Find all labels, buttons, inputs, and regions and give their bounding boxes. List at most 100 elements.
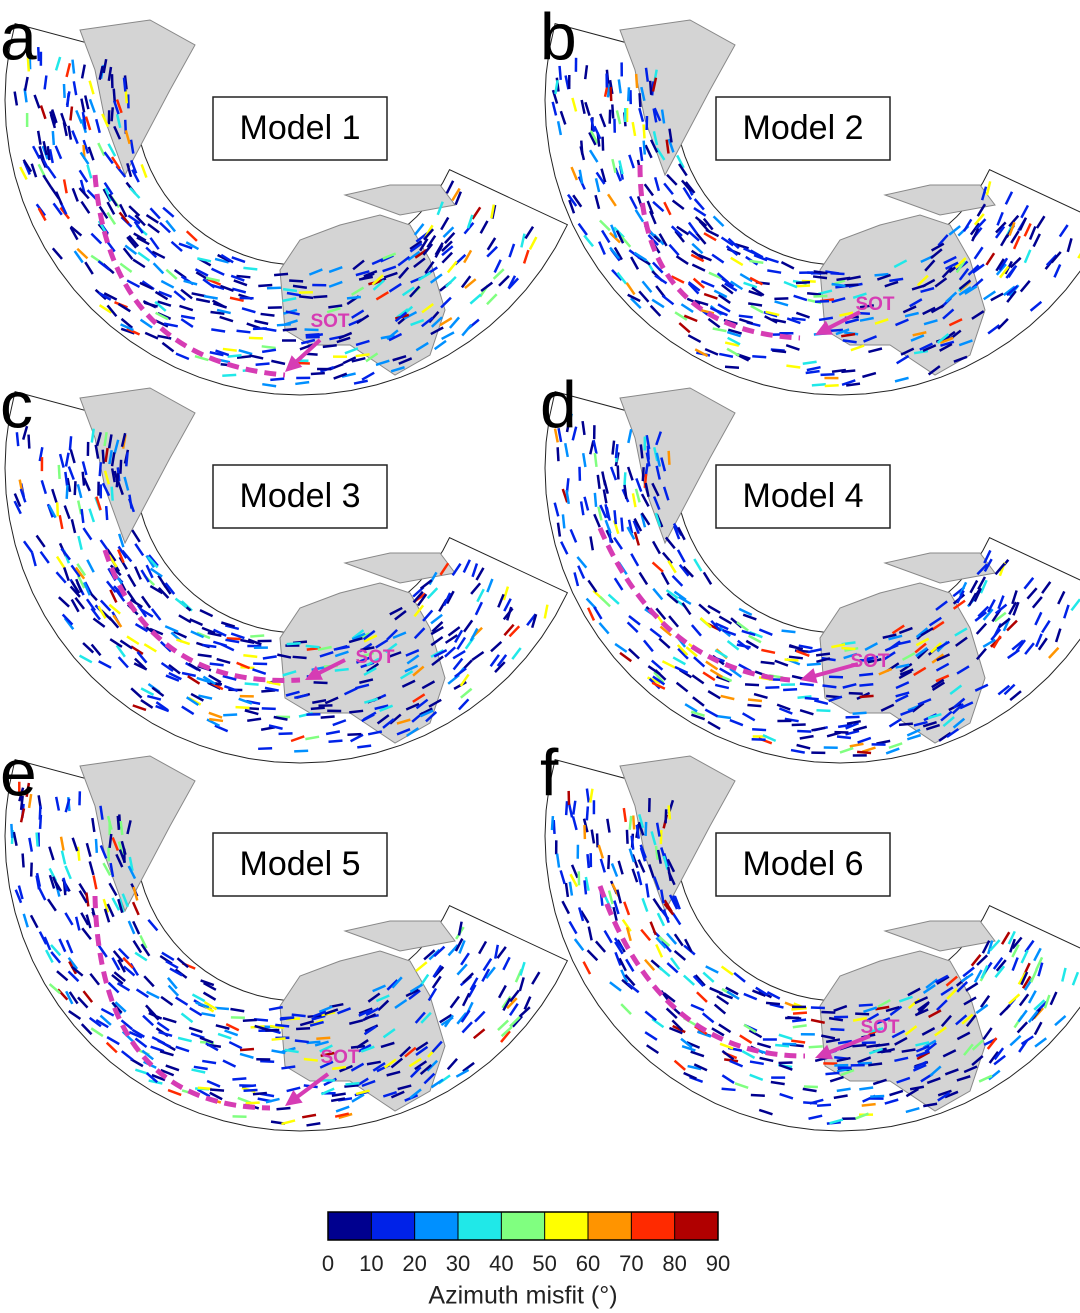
anisotropy-stick (407, 250, 421, 262)
anisotropy-stick (49, 111, 57, 126)
anisotropy-stick (206, 1079, 221, 1088)
anisotropy-stick (337, 1007, 352, 1015)
anisotropy-stick (424, 260, 435, 274)
anisotropy-stick (882, 633, 897, 639)
anisotropy-stick (671, 199, 685, 210)
anisotropy-stick (212, 640, 228, 648)
anisotropy-stick (235, 705, 250, 710)
anisotropy-stick (678, 595, 692, 606)
anisotropy-stick (19, 166, 28, 181)
anisotropy-stick (571, 97, 578, 112)
anisotropy-stick (1045, 254, 1058, 267)
anisotropy-stick (236, 355, 252, 359)
anisotropy-stick (559, 870, 566, 885)
anisotropy-stick (937, 1091, 951, 1102)
anisotropy-stick (48, 983, 62, 995)
anisotropy-stick (808, 1045, 823, 1049)
anisotropy-stick (456, 636, 467, 650)
anisotropy-stick (868, 347, 883, 354)
anisotropy-stick (50, 951, 62, 964)
anisotropy-stick (888, 742, 903, 749)
anisotropy-stick (725, 245, 739, 257)
anisotropy-stick (319, 651, 334, 658)
anisotropy-stick (461, 324, 473, 337)
anisotropy-stick (826, 731, 841, 738)
anisotropy-stick (134, 657, 146, 670)
anisotropy-stick (896, 640, 911, 646)
anisotropy-stick (588, 131, 597, 146)
anisotropy-stick (693, 206, 707, 217)
anisotropy-stick (260, 1059, 275, 1064)
anisotropy-stick (976, 563, 989, 576)
anisotropy-stick (647, 676, 661, 685)
anisotropy-stick (493, 944, 500, 959)
anisotropy-stick (83, 581, 91, 596)
anisotropy-stick (502, 956, 511, 971)
anisotropy-stick (672, 1024, 686, 1034)
anisotropy-stick (788, 655, 804, 660)
anisotropy-stick (220, 253, 234, 264)
anisotropy-stick (930, 641, 942, 654)
anisotropy-stick (147, 223, 160, 234)
anisotropy-stick (975, 1003, 989, 1015)
anisotropy-stick (805, 369, 820, 375)
anisotropy-stick (490, 640, 503, 653)
anisotropy-stick (726, 330, 742, 338)
anisotropy-stick (195, 297, 211, 304)
anisotropy-stick (631, 121, 637, 137)
anisotropy-stick (349, 709, 364, 714)
anisotropy-stick (57, 464, 61, 479)
anisotropy-stick (956, 1075, 971, 1082)
anisotropy-stick (469, 293, 482, 305)
anisotropy-stick (946, 987, 958, 1000)
anisotropy-stick (222, 373, 237, 378)
anisotropy-stick (751, 286, 765, 297)
anisotropy-stick (974, 611, 988, 622)
anisotropy-stick (645, 452, 651, 467)
anisotropy-stick (258, 746, 273, 751)
anisotropy-stick (520, 233, 526, 248)
anisotropy-stick (338, 331, 353, 340)
anisotropy-stick (571, 816, 578, 831)
anisotropy-stick (1034, 611, 1043, 626)
anisotropy-stick (481, 968, 491, 982)
anisotropy-stick (374, 704, 389, 711)
anisotropy-stick (707, 604, 721, 614)
anisotropy-stick (681, 1045, 696, 1052)
anisotropy-stick (76, 500, 83, 515)
anisotropy-stick (585, 806, 590, 821)
anisotropy-stick (335, 1105, 350, 1113)
anisotropy-stick (649, 139, 659, 153)
anisotropy-stick (331, 1092, 346, 1097)
anisotropy-stick (828, 695, 843, 703)
anisotropy-stick (841, 369, 856, 374)
anisotropy-stick (692, 277, 706, 289)
anisotropy-stick (640, 86, 646, 102)
anisotropy-stick (904, 311, 919, 318)
anisotropy-stick (422, 243, 434, 256)
anisotropy-stick (644, 67, 650, 82)
anisotropy-stick (664, 536, 676, 550)
anisotropy-stick (313, 294, 328, 299)
anisotropy-stick (346, 295, 362, 300)
anisotropy-stick (662, 855, 669, 870)
anisotropy-stick (394, 311, 408, 323)
anisotropy-stick (1027, 1010, 1039, 1023)
anisotropy-stick (103, 292, 118, 301)
anisotropy-stick (168, 663, 181, 675)
anisotropy-stick (764, 256, 779, 264)
anisotropy-stick (665, 139, 670, 154)
anisotropy-stick (202, 675, 216, 686)
anisotropy-stick (476, 588, 485, 603)
anisotropy-stick (328, 280, 343, 288)
anisotropy-stick (129, 139, 135, 154)
anisotropy-stick (401, 286, 415, 297)
anisotropy-stick (243, 1088, 258, 1093)
anisotropy-stick (952, 599, 966, 610)
anisotropy-stick (178, 242, 193, 250)
anisotropy-stick (898, 670, 913, 680)
anisotropy-stick (485, 966, 496, 980)
anisotropy-stick (994, 562, 1006, 576)
